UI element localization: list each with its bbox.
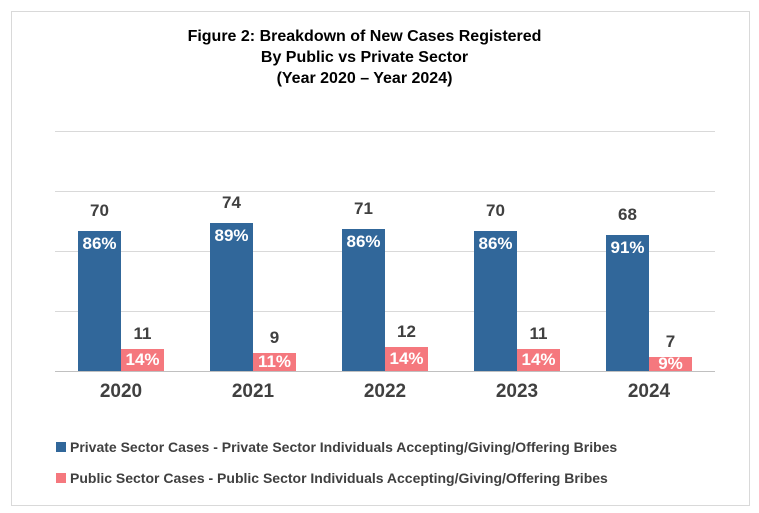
bar-private-2023 xyxy=(474,231,517,371)
x-axis-label-2023: 2023 xyxy=(495,381,539,402)
bar-value-label-public-2020: 11 xyxy=(133,324,152,343)
bar-percent-label-private-2022: 86% xyxy=(346,232,381,251)
bar-private-2024 xyxy=(606,235,649,371)
bar-percent-label-public-2023: 14% xyxy=(521,350,556,369)
legend-item-private-sector: Private Sector Cases - Private Sector In… xyxy=(56,438,617,455)
bar-value-label-private-2020: 70 xyxy=(90,201,109,220)
bar-value-label-public-2023: 11 xyxy=(529,324,548,343)
gridline xyxy=(55,311,715,312)
bar-percent-label-private-2023: 86% xyxy=(478,234,513,253)
bar-value-label-public-2024: 7 xyxy=(665,332,676,351)
bar-public-2022 xyxy=(385,347,428,371)
bar-percent-label-private-2020: 86% xyxy=(82,234,117,253)
chart-title-line-2: By Public vs Private Sector xyxy=(260,49,469,66)
chart-frame-border xyxy=(11,11,750,506)
legend-marker-private-icon xyxy=(56,441,66,452)
bar-public-2021 xyxy=(253,353,296,371)
legend-item-public-sector: Public Sector Cases - Public Sector Indi… xyxy=(56,469,617,486)
bar-value-label-private-2023: 70 xyxy=(486,201,505,220)
chart-title-line-3: (Year 2020 – Year 2024) xyxy=(276,70,453,87)
bar-percent-label-public-2020: 14% xyxy=(125,350,160,369)
x-axis-label-2024: 2024 xyxy=(627,381,671,402)
x-axis-label-2021: 2021 xyxy=(231,381,275,402)
bar-value-label-private-2021: 74 xyxy=(222,193,241,212)
chart-title-line-1: Figure 2: Breakdown of New Cases Registe… xyxy=(187,28,542,45)
gridline xyxy=(55,251,715,252)
bar-percent-label-public-2021: 11% xyxy=(257,352,292,371)
bar-public-2024 xyxy=(649,357,692,371)
x-axis-label-2022: 2022 xyxy=(363,381,407,402)
plot-area: 70 86% 11 14% 74 89% 9 11% 71 86% 12 14% 70 86% 11 14% 6… xyxy=(55,131,715,372)
legend-label-private: Private Sector Cases - Private Sector In… xyxy=(70,438,618,455)
bar-value-label-private-2024: 68 xyxy=(618,205,637,224)
bar-percent-label-public-2024: 9% xyxy=(658,354,683,373)
bar-percent-label-private-2024: 91% xyxy=(610,238,645,257)
bar-private-2021 xyxy=(210,223,253,371)
chart-legend: Private Sector Cases - Private Sector In… xyxy=(56,438,617,500)
bar-percent-label-public-2022: 14% xyxy=(389,349,424,368)
bar-value-label-private-2022: 71 xyxy=(354,199,373,218)
legend-marker-public-icon xyxy=(56,472,66,483)
bar-value-label-public-2022: 12 xyxy=(397,322,416,341)
gridline xyxy=(55,191,715,192)
chart-title: Figure 2: Breakdown of New Cases Registe… xyxy=(0,26,729,89)
bar-public-2023 xyxy=(517,349,560,371)
bar-value-label-public-2021: 9 xyxy=(269,328,280,347)
gridline xyxy=(55,131,715,132)
bar-percent-label-private-2021: 89% xyxy=(214,226,249,245)
x-axis: 2020 2021 2022 2023 2024 xyxy=(55,381,715,403)
x-axis-label-2020: 2020 xyxy=(99,381,143,402)
legend-label-public: Public Sector Cases - Public Sector Indi… xyxy=(70,469,608,486)
bar-private-2020 xyxy=(78,231,121,371)
bar-public-2020 xyxy=(121,349,164,371)
bar-private-2022 xyxy=(342,229,385,371)
